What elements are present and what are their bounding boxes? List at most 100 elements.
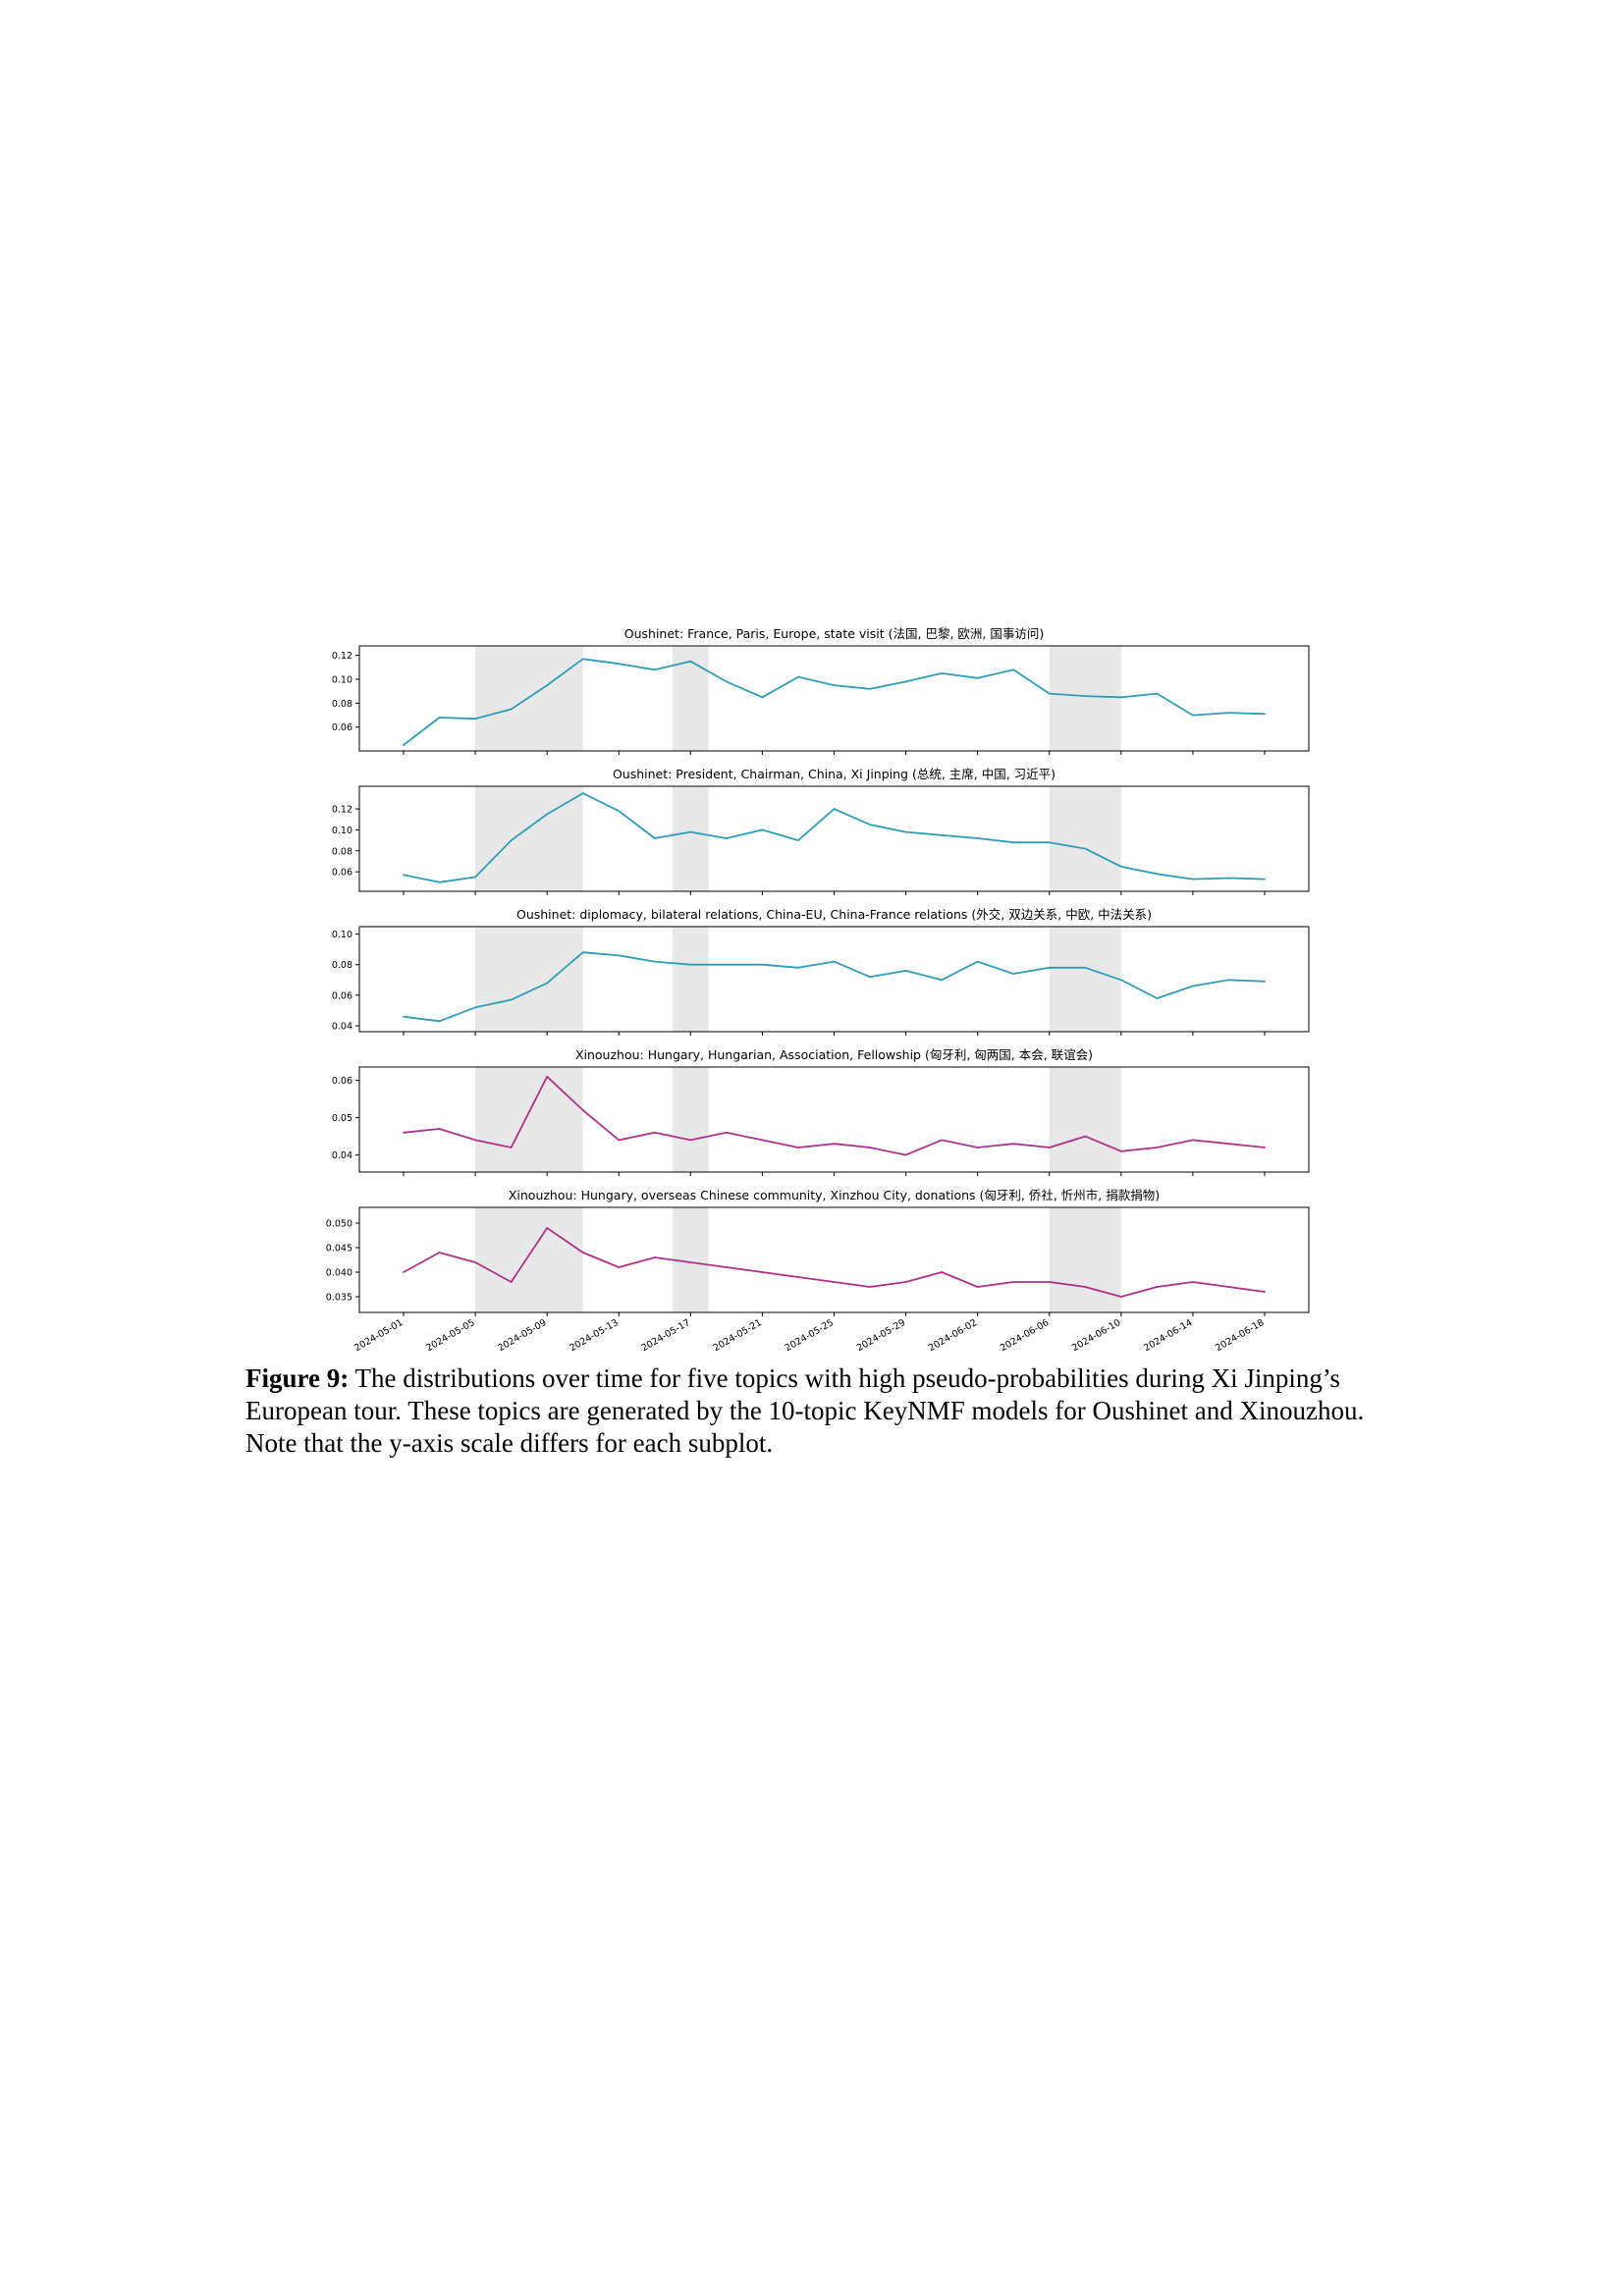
data-point <box>546 813 549 816</box>
data-point <box>653 960 656 963</box>
data-point <box>546 1227 549 1229</box>
y-tick-label: 0.10 <box>332 675 352 686</box>
y-tick-label: 0.10 <box>332 930 352 940</box>
data-point <box>904 970 907 972</box>
data-point <box>1048 692 1051 695</box>
data-point <box>1156 692 1159 695</box>
y-tick-label: 0.04 <box>332 1022 352 1033</box>
data-point <box>1084 1135 1087 1138</box>
data-point <box>689 660 692 663</box>
data-point <box>510 708 513 711</box>
y-tick-label: 0.06 <box>332 990 352 1001</box>
subplot-frame <box>358 926 1310 1033</box>
data-point <box>689 1261 692 1263</box>
y-tick-label: 0.12 <box>332 805 352 816</box>
data-point <box>653 668 656 671</box>
data-point <box>797 839 799 842</box>
data-point <box>581 951 584 954</box>
data-point <box>1156 1147 1159 1148</box>
data-point <box>833 1143 836 1146</box>
data-point <box>1264 878 1266 881</box>
y-tick-label: 0.08 <box>332 960 352 971</box>
data-point <box>1048 966 1051 969</box>
data-point <box>1227 877 1230 880</box>
data-point <box>976 1286 979 1288</box>
shaded-period-1 <box>475 1207 583 1312</box>
subplot-2: Oushinet: President, Chairman, China, Xi… <box>332 767 1310 895</box>
data-point <box>1192 1281 1194 1283</box>
data-point <box>581 792 584 794</box>
data-point <box>438 881 441 883</box>
data-point <box>833 960 836 963</box>
y-tick-label: 0.10 <box>332 826 352 836</box>
subplot-5: Xinouzhou: Hungary, overseas Chinese com… <box>326 1188 1310 1316</box>
y-tick-label: 0.06 <box>332 1076 352 1087</box>
data-point <box>403 1271 405 1273</box>
y-tick-label: 0.12 <box>332 651 352 662</box>
figure-caption: Figure 9: The distributions over time fo… <box>245 1362 1394 1460</box>
data-point <box>797 966 799 969</box>
data-point <box>1227 1143 1230 1146</box>
data-point <box>869 687 871 690</box>
data-point <box>474 876 476 879</box>
data-point <box>1048 1281 1051 1283</box>
data-point <box>403 1131 405 1134</box>
data-point <box>797 1276 799 1278</box>
data-point <box>1012 1281 1015 1283</box>
data-point <box>653 837 656 839</box>
x-tick-label: 2024-05-01 <box>352 1317 405 1354</box>
data-point <box>1012 1143 1015 1146</box>
x-tick-label: 2024-05-25 <box>784 1317 836 1354</box>
data-point <box>725 837 728 839</box>
data-point <box>546 684 549 687</box>
x-tick-label: 2024-06-18 <box>1214 1317 1266 1354</box>
y-tick-label: 0.06 <box>332 868 352 879</box>
x-tick-label: 2024-05-13 <box>568 1317 620 1354</box>
shaded-period-3 <box>1049 786 1121 891</box>
data-point <box>833 808 836 810</box>
data-point <box>1119 865 1122 868</box>
y-tick-label: 0.040 <box>326 1268 352 1279</box>
subplot-title: Oushinet: diplomacy, bilateral relations… <box>516 907 1152 922</box>
y-tick-label: 0.04 <box>332 1150 352 1161</box>
data-point <box>904 680 907 683</box>
y-tick-label: 0.035 <box>326 1293 352 1304</box>
data-point <box>438 1128 441 1130</box>
x-tick-label: 2024-05-29 <box>855 1317 907 1354</box>
y-tick-label: 0.06 <box>332 722 352 733</box>
data-point <box>797 675 799 678</box>
data-point <box>653 1131 656 1134</box>
x-tick-label: 2024-06-06 <box>999 1317 1051 1354</box>
data-point <box>904 1281 907 1283</box>
data-point <box>1264 713 1266 716</box>
shaded-period-2 <box>673 786 709 891</box>
data-point <box>403 744 405 746</box>
subplot-frame <box>358 645 1310 752</box>
data-point <box>689 830 692 833</box>
x-tick-label: 2024-05-17 <box>640 1317 692 1354</box>
data-point <box>761 1271 764 1273</box>
data-point <box>1192 878 1194 881</box>
data-point <box>1119 1296 1122 1298</box>
shaded-period-1 <box>475 927 583 1032</box>
data-point <box>761 696 764 699</box>
shaded-period-2 <box>673 927 709 1032</box>
data-point <box>546 1075 549 1078</box>
data-point <box>761 963 764 966</box>
shaded-period-3 <box>1049 1207 1121 1312</box>
y-tick-label: 0.045 <box>326 1244 352 1255</box>
x-tick-label: 2024-06-10 <box>1070 1317 1122 1354</box>
data-point <box>869 1286 871 1288</box>
shaded-period-3 <box>1049 927 1121 1032</box>
data-point <box>869 976 871 979</box>
data-point <box>1119 1149 1122 1152</box>
x-tick-label: 2024-05-05 <box>424 1317 476 1354</box>
subplot-title: Xinouzhou: Hungary, overseas Chinese com… <box>509 1188 1160 1202</box>
subplot-title: Oushinet: France, Paris, Europe, state v… <box>624 626 1044 641</box>
data-point <box>1084 966 1087 969</box>
data-point <box>761 828 764 831</box>
data-point <box>403 874 405 877</box>
data-point <box>976 1147 979 1148</box>
data-point <box>403 1015 405 1018</box>
data-point <box>1264 1147 1266 1148</box>
